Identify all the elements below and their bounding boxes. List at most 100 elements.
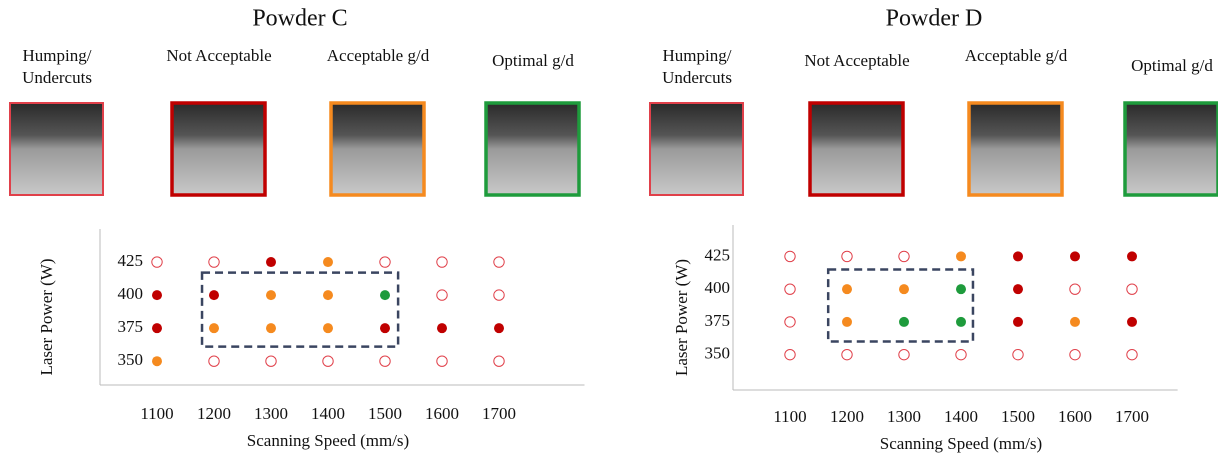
y-tick-label: 375: [705, 311, 731, 330]
category-label: Not Acceptable: [166, 46, 272, 65]
category-frame: [484, 101, 581, 197]
point: [1013, 316, 1023, 327]
x-axis-title: Scanning Speed (mm/s): [247, 431, 409, 450]
y-tick-label: 425: [118, 251, 144, 270]
point: [380, 323, 390, 334]
point: [493, 355, 505, 367]
y-tick-label: 400: [705, 278, 731, 297]
x-tick-label: 1200: [197, 404, 231, 423]
x-tick-label: 1600: [1058, 407, 1092, 426]
category-label: Acceptable g/d: [964, 46, 1068, 65]
point: [266, 257, 276, 268]
point: [1013, 251, 1023, 262]
point: [784, 283, 796, 295]
y-axis-title: Laser Power (W): [37, 258, 56, 375]
highlight-box: [826, 268, 975, 343]
point: [436, 289, 448, 301]
micrograph: [969, 103, 1062, 195]
point: [1127, 316, 1137, 327]
x-tick-label: 1200: [830, 407, 864, 426]
micrograph: [172, 103, 265, 195]
point: [437, 323, 447, 334]
micrograph: [10, 103, 103, 195]
point: [956, 316, 966, 327]
category-label: Humping/ Undercuts: [662, 46, 732, 87]
point: [322, 355, 334, 367]
point: [956, 251, 966, 262]
x-tick-label: 1300: [254, 404, 288, 423]
category-label: Humping/ Undercuts: [22, 46, 92, 87]
point: [209, 323, 219, 334]
x-axis-title: Scanning Speed (mm/s): [880, 434, 1042, 453]
point: [1069, 348, 1081, 361]
x-tick-label: 1100: [140, 404, 173, 423]
point: [323, 323, 333, 334]
micrograph: [486, 103, 579, 195]
point: [152, 290, 162, 301]
point: [209, 290, 219, 301]
x-tick-label: 1600: [425, 404, 459, 423]
point: [493, 289, 505, 301]
point: [956, 284, 966, 295]
point: [152, 323, 162, 334]
point: [436, 355, 448, 367]
x-tick-label: 1500: [1001, 407, 1035, 426]
y-tick-label: 350: [705, 344, 731, 363]
category-label: Not Acceptable: [804, 51, 910, 70]
point: [1127, 251, 1137, 262]
category-label: Optimal g/d: [1131, 56, 1213, 75]
panel-title: Powder D: [886, 6, 983, 32]
point: [1126, 283, 1138, 295]
y-tick-label: 425: [705, 245, 731, 264]
point: [1012, 348, 1024, 361]
highlight-box: [200, 271, 400, 348]
category-frame: [329, 101, 426, 197]
point: [1070, 316, 1080, 327]
point: [266, 323, 276, 334]
micrograph: [650, 103, 743, 195]
y-tick-label: 400: [118, 284, 144, 303]
x-tick-label: 1500: [368, 404, 402, 423]
point: [841, 250, 853, 263]
category-label: Acceptable g/d: [326, 46, 430, 65]
point: [493, 256, 505, 268]
category-frame: [170, 101, 267, 197]
x-tick-label: 1400: [311, 404, 345, 423]
y-tick-label: 375: [118, 317, 144, 336]
point: [208, 355, 220, 367]
x-tick-label: 1700: [1115, 407, 1149, 426]
point: [323, 257, 333, 268]
point: [265, 355, 277, 367]
point: [323, 290, 333, 301]
micrograph: [1125, 103, 1218, 195]
point: [380, 290, 390, 301]
point: [841, 348, 853, 361]
point: [842, 284, 852, 295]
point: [784, 250, 796, 263]
micrograph: [331, 103, 424, 195]
x-tick-label: 1100: [773, 407, 806, 426]
point: [955, 348, 967, 361]
point: [1126, 348, 1138, 361]
point: [208, 256, 220, 268]
category-frame: [808, 101, 905, 197]
x-tick-label: 1700: [482, 404, 516, 423]
y-axis-title: Laser Power (W): [672, 259, 691, 376]
point: [1013, 284, 1023, 295]
category-frame: [1123, 101, 1218, 197]
point: [842, 316, 852, 327]
point: [151, 256, 163, 268]
category-frame: [967, 101, 1064, 197]
point: [494, 323, 504, 334]
point: [784, 316, 796, 328]
point: [152, 356, 162, 367]
y-tick-label: 350: [118, 350, 144, 369]
point: [1070, 251, 1080, 262]
point: [266, 290, 276, 301]
point: [898, 250, 910, 263]
point: [1069, 283, 1081, 295]
point: [899, 284, 909, 295]
category-frame: [9, 102, 104, 196]
